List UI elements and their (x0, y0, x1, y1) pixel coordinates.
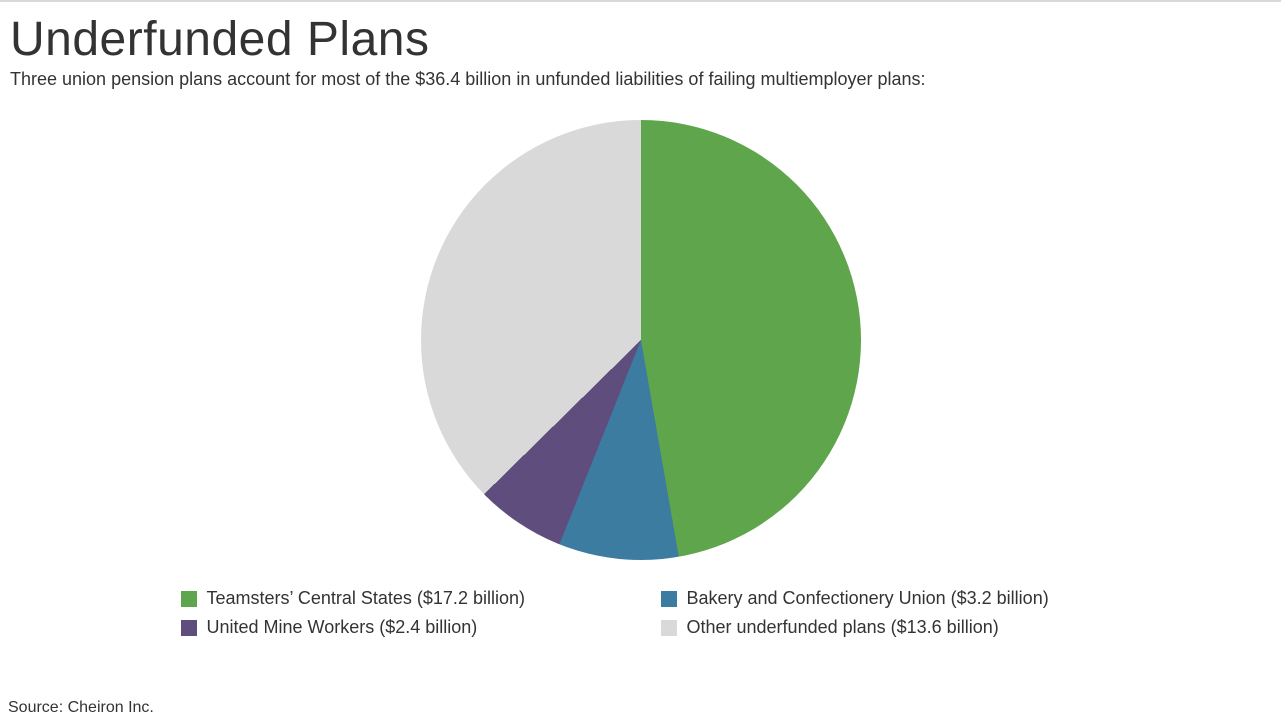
legend-label: United Mine Workers ($2.4 billion) (207, 617, 478, 638)
legend-item: Bakery and Confectionery Union ($3.2 bil… (661, 588, 1101, 609)
legend-swatch (661, 620, 677, 636)
legend-label: Bakery and Confectionery Union ($3.2 bil… (687, 588, 1049, 609)
legend-swatch (181, 620, 197, 636)
pie-chart (421, 120, 861, 560)
legend-item: Other underfunded plans ($13.6 billion) (661, 617, 1101, 638)
legend: Teamsters’ Central States ($17.2 billion… (181, 588, 1101, 638)
chart-subtitle: Three union pension plans account for mo… (10, 69, 1281, 90)
legend-label: Other underfunded plans ($13.6 billion) (687, 617, 999, 638)
legend-item: Teamsters’ Central States ($17.2 billion… (181, 588, 621, 609)
legend-label: Teamsters’ Central States ($17.2 billion… (207, 588, 525, 609)
chart-title: Underfunded Plans (10, 12, 1281, 67)
chart-container: Underfunded Plans Three union pension pl… (0, 0, 1281, 725)
pie-chart-wrap (0, 120, 1281, 560)
legend-swatch (661, 591, 677, 607)
legend-swatch (181, 591, 197, 607)
legend-item: United Mine Workers ($2.4 billion) (181, 617, 621, 638)
source-text: Source: Cheiron Inc. (8, 699, 154, 717)
